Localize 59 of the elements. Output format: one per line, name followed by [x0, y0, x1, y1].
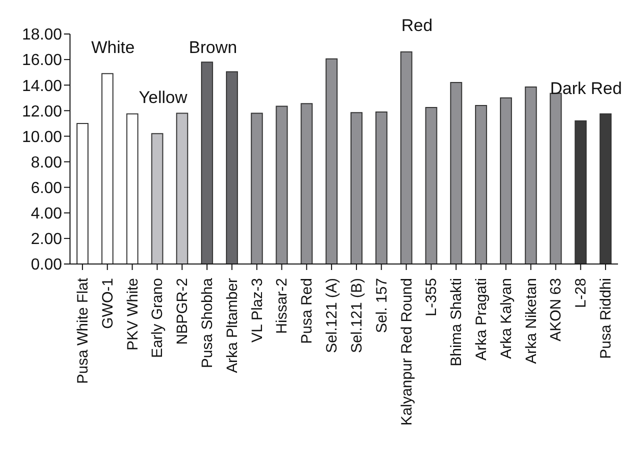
x-tick-label: Sel.121 (A)	[324, 278, 341, 354]
y-tick-label: 2.00	[30, 231, 62, 248]
x-tick-label: Arka Kalyan	[498, 278, 515, 359]
bar	[475, 105, 488, 264]
x-tick-label: L-355	[423, 278, 440, 316]
annotation: Red	[401, 16, 433, 36]
x-tick-label: Pusa Shobha	[199, 277, 216, 368]
bar	[126, 113, 138, 264]
x-tick-label: Sel.121 (B)	[348, 278, 366, 354]
annotation: Yellow	[138, 88, 188, 108]
x-tick-label: Pusa White Flat	[74, 277, 92, 384]
y-tick-label: 6.00	[30, 180, 62, 198]
x-tick-label: Arka Pragati	[473, 278, 490, 361]
bar	[524, 86, 537, 264]
y-tick-label: 0.00	[30, 256, 62, 274]
bar	[375, 111, 388, 264]
x-tick-label: NBPGR-2	[174, 278, 192, 345]
y-tick-label: 10.00	[22, 128, 62, 146]
y-tick-label: 4.00	[30, 206, 62, 223]
y-tick-label: 14.00	[22, 78, 62, 95]
bar	[350, 112, 362, 264]
bar	[500, 97, 512, 264]
x-tick-label: Kalyanpur Red Round	[398, 278, 416, 426]
bar	[201, 62, 214, 264]
bar	[226, 71, 238, 264]
x-tick-label: L-28	[572, 278, 590, 308]
x-tick-label: Arka Niketan	[522, 278, 540, 364]
x-tick-label: Arka Pltamber	[224, 278, 241, 374]
bar	[550, 92, 562, 264]
x-tick-label: PKV White	[124, 278, 142, 351]
y-tick-label: 18.00	[22, 26, 62, 44]
bar	[425, 106, 438, 264]
x-tick-label: Bhima Shakti	[448, 278, 466, 366]
bar	[101, 73, 114, 264]
bar	[300, 103, 313, 264]
bar	[600, 113, 612, 264]
x-tick-label: Early Grano	[149, 278, 166, 358]
bar	[450, 82, 462, 264]
y-tick-label: 8.00	[30, 154, 62, 172]
bar	[176, 112, 188, 264]
bar	[76, 122, 88, 264]
y-tick-label: 16.00	[22, 52, 62, 70]
x-tick-label: Sel. 157	[373, 278, 390, 334]
annotation: Dark Red	[550, 79, 622, 99]
bar	[326, 58, 338, 264]
x-tick-label: Pusa Red	[298, 278, 316, 344]
annotation: Brown	[188, 38, 238, 58]
bar	[276, 106, 288, 264]
x-tick-label: AKON 63	[548, 278, 565, 342]
x-tick-label: Hissar-2	[274, 278, 291, 334]
y-tick-label: 12.00	[22, 103, 62, 120]
annotation: White	[91, 38, 135, 58]
bar	[250, 112, 263, 264]
x-tick-label: Pusa Riddhi	[598, 278, 615, 359]
bar	[151, 133, 164, 264]
x-tick-label: GWO-1	[99, 278, 116, 329]
x-tick-label: VL Plaz-3	[248, 278, 266, 342]
bar	[574, 120, 587, 264]
bar	[400, 51, 412, 264]
